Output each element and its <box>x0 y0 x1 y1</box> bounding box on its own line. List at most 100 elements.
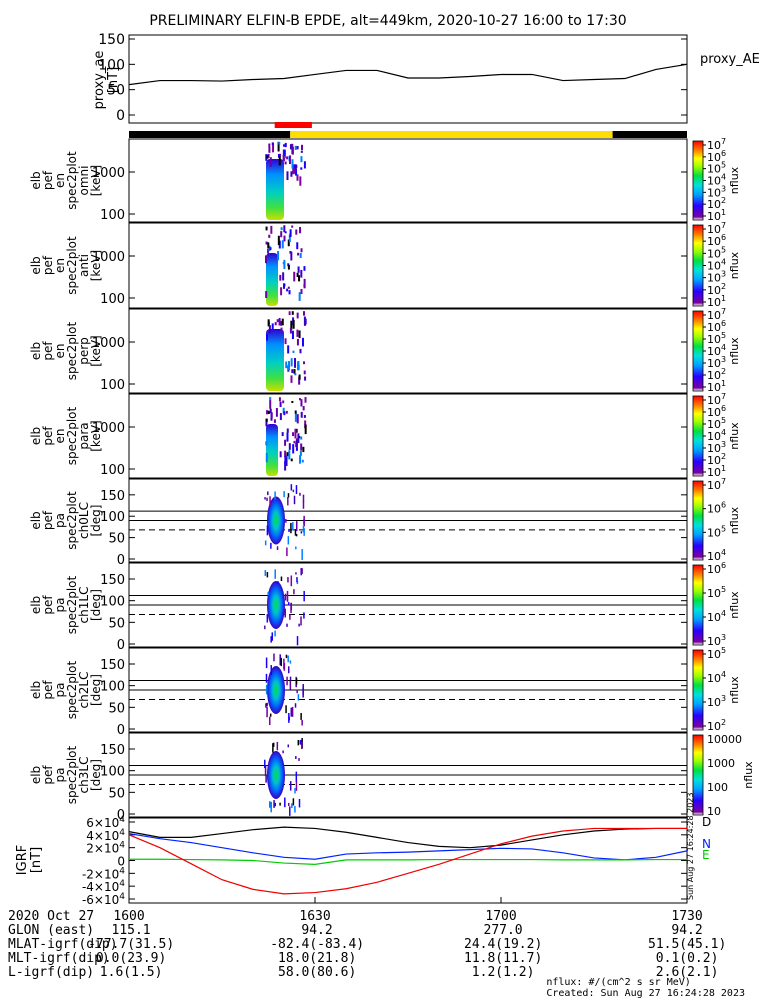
flux-speckle <box>304 376 307 381</box>
flux-speckle <box>295 678 298 685</box>
flux-speckle <box>270 801 272 813</box>
colorbar-tick-label: 104 <box>707 609 726 624</box>
flux-speckle <box>300 568 302 576</box>
flux-speckle <box>278 142 281 145</box>
flux-speckle <box>302 446 305 453</box>
flux-speckle <box>295 447 298 451</box>
flux-speckle <box>286 171 289 181</box>
colorbar-tick-label: 102 <box>707 282 726 297</box>
footer-value: 115.1 <box>111 923 151 938</box>
spectrogram-pitch-ch1-colorbar <box>692 564 704 646</box>
flux-speckle <box>270 412 273 419</box>
flux-speckle <box>293 369 296 374</box>
colorbar-label: nflux <box>742 761 755 789</box>
flux-speckle <box>268 234 271 238</box>
ylabel: en <box>53 258 67 273</box>
flux-speckle <box>288 443 291 450</box>
flux-speckle <box>285 456 288 466</box>
flux-speckle <box>288 528 290 532</box>
flux-speckle <box>302 406 305 411</box>
flux-speckle <box>292 432 295 437</box>
flux-speckle <box>289 680 292 690</box>
flux-speckle <box>274 802 276 807</box>
ylabel: pef <box>41 255 55 275</box>
flux-speckle <box>294 529 297 536</box>
ylabel: pef <box>41 426 55 446</box>
ytick-label: 150 <box>98 32 125 48</box>
flux-speckle <box>283 658 285 669</box>
ylabel: en <box>53 344 67 359</box>
flux-speckle <box>299 348 302 354</box>
flux-speckle <box>264 497 266 500</box>
flux-speckle <box>265 226 268 231</box>
flux-speckle <box>296 272 299 277</box>
flux-speckle <box>276 742 279 751</box>
flux-speckle <box>303 370 306 375</box>
colorbar-tick-label: 107 <box>707 477 726 492</box>
flux-speckle <box>265 291 268 299</box>
flux-speckle <box>298 757 300 761</box>
spectrogram-energy-para-frame <box>128 393 688 479</box>
flux-speckle <box>280 320 283 326</box>
spectrogram-pitch-ch0-colorbar <box>692 480 704 561</box>
flux-speckle <box>282 272 285 281</box>
flux-speckle <box>303 519 305 525</box>
flux-speckle <box>285 410 288 414</box>
flux-speckle <box>287 345 290 354</box>
flux-speckle <box>297 433 300 444</box>
flux-speckle <box>290 522 292 534</box>
flux-speckle <box>298 398 301 401</box>
flux-speckle <box>296 414 299 424</box>
ylabel: pef <box>41 595 55 615</box>
flux-speckle <box>291 400 294 403</box>
flux-speckle <box>283 144 286 147</box>
flux-speckle <box>288 290 291 295</box>
flux-speckle <box>265 241 268 245</box>
flux-speckle <box>300 531 303 534</box>
flux-speckle <box>268 716 271 726</box>
ylabel: spec2plot <box>65 406 79 465</box>
flux-speckle <box>298 623 300 627</box>
footer-value: 51.5(45.1) <box>648 937 727 952</box>
colorbar-label: nflux <box>728 506 741 534</box>
colorbar-tick-label: 1000 <box>707 757 735 770</box>
ylabel: en <box>53 173 67 188</box>
colorbar-tick-label: 10 <box>707 805 721 818</box>
flux-speckle <box>264 540 267 546</box>
ytick-label: 150 <box>100 658 125 673</box>
ylabel: ch1LC <box>77 587 91 624</box>
flux-speckle <box>289 781 292 791</box>
flux-speckle <box>264 765 267 777</box>
ylabel: ch0LC <box>77 502 91 539</box>
flux-speckle <box>280 227 283 231</box>
side-timestamp: Sun Aug 27 16:24:28 2023 <box>686 793 695 900</box>
footer-row-label: 2020 Oct 27 <box>8 909 95 924</box>
flux-speckle <box>291 146 294 155</box>
ylabel: IGRF <box>15 845 30 875</box>
ylabel: spec2plot <box>65 745 79 804</box>
flux-speckle <box>286 428 289 433</box>
colorbar-label: nflux <box>728 251 741 279</box>
flux-speckle <box>288 450 291 460</box>
flux-speckle <box>290 575 293 587</box>
flux-speckle <box>289 806 291 816</box>
flux-speckle <box>287 263 290 267</box>
flux-speckle <box>267 491 269 496</box>
flux-speckle <box>282 149 285 156</box>
flux-speckle <box>295 771 298 782</box>
flux-speckle <box>300 399 303 407</box>
flux-speckle <box>292 489 295 493</box>
flux-speckle <box>276 319 279 323</box>
flux-speckle <box>301 459 304 463</box>
flux-blob <box>266 329 284 391</box>
ytick-label: 0 <box>117 723 125 738</box>
footer-row-label: MLAT-igrf(dip) <box>8 937 118 952</box>
flux-speckle <box>287 666 290 674</box>
colorbar-tick-label: 104 <box>707 548 726 563</box>
flux-speckle <box>285 654 288 659</box>
flux-speckle <box>293 271 296 282</box>
flux-speckle <box>295 428 298 433</box>
flux-speckle <box>269 408 272 414</box>
colorbar-label: nflux <box>728 591 741 619</box>
flux-speckle <box>289 144 292 150</box>
